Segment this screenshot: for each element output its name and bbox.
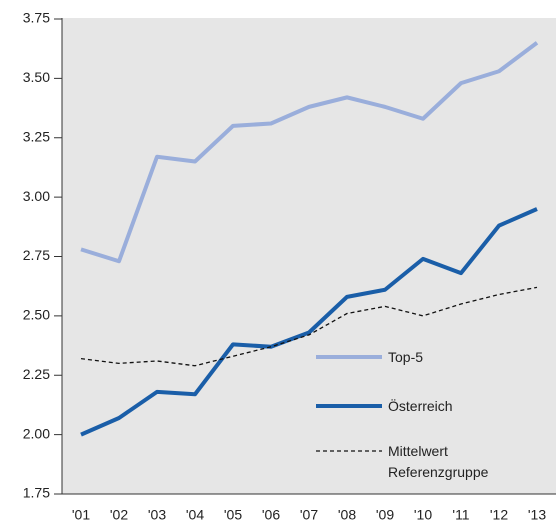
x-tick-label: '10 — [414, 507, 432, 523]
x-tick-label: '08 — [338, 507, 356, 523]
y-tick-label: 2.50 — [23, 307, 50, 323]
x-tick-label: '12 — [490, 507, 508, 523]
x-tick-label: '03 — [148, 507, 166, 523]
y-tick-label: 3.00 — [23, 188, 50, 204]
series-line — [80, 207, 538, 437]
legend-label: Österreich — [388, 398, 453, 414]
x-tick-label: '06 — [262, 507, 280, 523]
plot-background — [62, 18, 556, 494]
x-tick-label: '13 — [528, 507, 546, 523]
y-tick-label: 3.25 — [23, 128, 50, 144]
series-line — [80, 41, 539, 264]
y-tick-label: 3.50 — [23, 69, 50, 85]
x-tick-label: '02 — [110, 507, 128, 523]
series-line — [80, 286, 538, 367]
x-tick-label: '01 — [72, 507, 90, 523]
x-tick-label: '04 — [186, 507, 204, 523]
x-tick-label: '07 — [300, 507, 318, 523]
x-tick-label: '09 — [376, 507, 394, 523]
y-tick-label: 2.75 — [23, 247, 50, 263]
legend-label: Mittelwert Referenzgruppe — [388, 443, 489, 480]
y-tick-label: 2.00 — [23, 425, 50, 441]
x-tick-label: '05 — [224, 507, 242, 523]
y-tick-label: 2.25 — [23, 366, 50, 382]
y-tick-label: 3.75 — [23, 10, 50, 26]
x-tick-label: '11 — [452, 507, 469, 523]
y-tick-label: 1.75 — [23, 485, 50, 501]
legend-label: Top-5 — [388, 349, 424, 365]
